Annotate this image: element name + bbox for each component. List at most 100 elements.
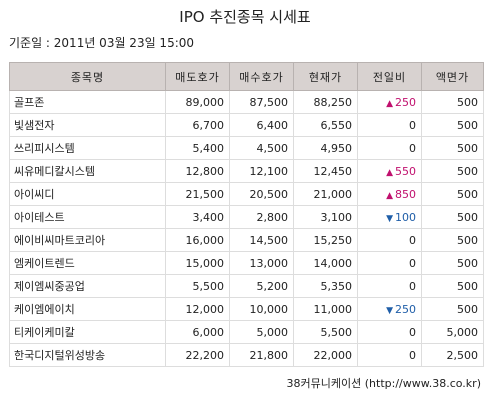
change-cell: 0 [357, 251, 422, 275]
table-row: 티케이케미칼 6,000 5,000 5,500 0 5,000 [9, 320, 484, 344]
header-name: 종목명 [9, 62, 166, 91]
change-cell: 0 [357, 320, 422, 344]
base-date: 기준일 : 2011년 03월 23일 15:00 [9, 36, 195, 50]
ask-price-cell: 6,700 [165, 113, 230, 137]
bid-price-cell: 10,000 [229, 297, 294, 321]
down-triangle-icon: ▼ [386, 305, 393, 316]
ask-price-cell: 5,400 [165, 136, 230, 160]
current-price-cell: 15,250 [293, 228, 358, 252]
change-cell: ▼ 100 [357, 205, 422, 229]
stock-name-cell: 에이비씨마트코리아 [9, 228, 166, 252]
current-price-cell: 5,500 [293, 320, 358, 344]
bid-price-cell: 14,500 [229, 228, 294, 252]
table-row: 케이엠에이치 12,000 10,000 11,000 ▼ 250 500 [9, 297, 484, 321]
par-value-cell: 500 [421, 113, 484, 137]
stock-name-cell: 티케이케미칼 [9, 320, 166, 344]
table-row: 한국디지털위성방송 22,200 21,800 22,000 0 2,500 [9, 343, 484, 367]
stock-name-cell: 제이엠씨중공업 [9, 274, 166, 298]
table-row: 씨유메디칼시스템 12,800 12,100 12,450 ▲ 550 500 [9, 159, 484, 183]
table-row: 골프존 89,000 87,500 88,250 ▲ 250 500 [9, 90, 484, 114]
current-price-cell: 88,250 [293, 90, 358, 114]
stock-name-cell: 케이엠에이치 [9, 297, 166, 321]
change-cell: 0 [357, 343, 422, 367]
change-value: 0 [409, 279, 416, 293]
current-price-cell: 21,000 [293, 182, 358, 206]
stock-name-cell: 씨유메디칼시스템 [9, 159, 166, 183]
header-par: 액면가 [421, 62, 484, 91]
stock-name-cell: 엠케이트렌드 [9, 251, 166, 275]
bid-price-cell: 4,500 [229, 136, 294, 160]
par-value-cell: 500 [421, 205, 484, 229]
table-row: 빛샘전자 6,700 6,400 6,550 0 500 [9, 113, 484, 137]
current-price-cell: 6,550 [293, 113, 358, 137]
bid-price-cell: 5,000 [229, 320, 294, 344]
down-triangle-icon: ▼ [386, 213, 393, 224]
header-ask: 매도호가 [165, 62, 230, 91]
header-change: 전일비 [357, 62, 422, 91]
change-cell: ▲ 850 [357, 182, 422, 206]
bid-price-cell: 87,500 [229, 90, 294, 114]
header-bid: 매수호가 [229, 62, 294, 91]
change-cell: 0 [357, 113, 422, 137]
change-cell: ▼ 250 [357, 297, 422, 321]
current-price-cell: 22,000 [293, 343, 358, 367]
stock-name-cell: 아이테스트 [9, 205, 166, 229]
current-price-cell: 11,000 [293, 297, 358, 321]
ask-price-cell: 12,000 [165, 297, 230, 321]
change-cell: ▲ 550 [357, 159, 422, 183]
stock-name-cell: 쓰리피시스템 [9, 136, 166, 160]
bid-price-cell: 13,000 [229, 251, 294, 275]
par-value-cell: 500 [421, 297, 484, 321]
bid-price-cell: 20,500 [229, 182, 294, 206]
current-price-cell: 5,350 [293, 274, 358, 298]
change-value: 0 [409, 118, 416, 132]
change-cell: ▲ 250 [357, 90, 422, 114]
stock-name-cell: 빛샘전자 [9, 113, 166, 137]
current-price-cell: 14,000 [293, 251, 358, 275]
ask-price-cell: 15,000 [165, 251, 230, 275]
table-row: 엠케이트렌드 15,000 13,000 14,000 0 500 [9, 251, 484, 275]
change-value: 0 [409, 256, 416, 270]
table-row: 에이비씨마트코리아 16,000 14,500 15,250 0 500 [9, 228, 484, 252]
table-row: 쓰리피시스템 5,400 4,500 4,950 0 500 [9, 136, 484, 160]
ask-price-cell: 21,500 [165, 182, 230, 206]
bid-price-cell: 12,100 [229, 159, 294, 183]
change-value: 850 [395, 187, 416, 201]
stock-name-cell: 골프존 [9, 90, 166, 114]
change-cell: 0 [357, 274, 422, 298]
table-row: 제이엠씨중공업 5,500 5,200 5,350 0 500 [9, 274, 484, 298]
current-price-cell: 4,950 [293, 136, 358, 160]
change-value: 550 [395, 164, 416, 178]
par-value-cell: 5,000 [421, 320, 484, 344]
change-value: 0 [409, 348, 416, 362]
stock-name-cell: 아이씨디 [9, 182, 166, 206]
ask-price-cell: 89,000 [165, 90, 230, 114]
ask-price-cell: 3,400 [165, 205, 230, 229]
header-price: 현재가 [293, 62, 358, 91]
par-value-cell: 500 [421, 251, 484, 275]
table-header-row: 종목명 매도호가 매수호가 현재가 전일비 액면가 [9, 62, 484, 91]
up-triangle-icon: ▲ [386, 190, 393, 201]
change-value: 100 [395, 210, 416, 224]
ask-price-cell: 12,800 [165, 159, 230, 183]
par-value-cell: 2,500 [421, 343, 484, 367]
change-value: 0 [409, 141, 416, 155]
ask-price-cell: 6,000 [165, 320, 230, 344]
table-row: 아이씨디 21,500 20,500 21,000 ▲ 850 500 [9, 182, 484, 206]
page-title: IPO 추진종목 시세표 [179, 8, 311, 26]
change-value: 250 [395, 95, 416, 109]
change-cell: 0 [357, 228, 422, 252]
par-value-cell: 500 [421, 159, 484, 183]
ask-price-cell: 22,200 [165, 343, 230, 367]
current-price-cell: 12,450 [293, 159, 358, 183]
source-credit: 38커뮤니케이션 (http://www.38.co.kr) [286, 377, 481, 390]
ask-price-cell: 16,000 [165, 228, 230, 252]
ask-price-cell: 5,500 [165, 274, 230, 298]
change-cell: 0 [357, 136, 422, 160]
change-value: 0 [409, 233, 416, 247]
stock-name-cell: 한국디지털위성방송 [9, 343, 166, 367]
bid-price-cell: 6,400 [229, 113, 294, 137]
bid-price-cell: 21,800 [229, 343, 294, 367]
bid-price-cell: 5,200 [229, 274, 294, 298]
par-value-cell: 500 [421, 274, 484, 298]
